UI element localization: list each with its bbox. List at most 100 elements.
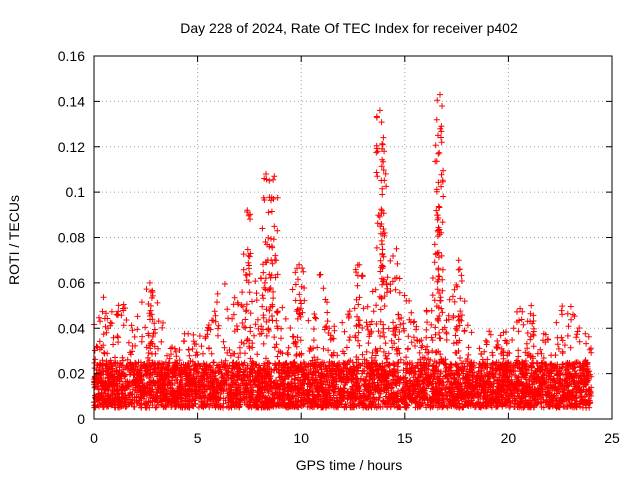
data-point (301, 372, 307, 379)
data-point (565, 387, 572, 394)
data-point (361, 356, 368, 363)
data-point (397, 356, 404, 363)
data-point (577, 364, 584, 370)
data-point (267, 398, 274, 405)
data-point (468, 369, 475, 376)
data-point (447, 389, 454, 396)
data-point (277, 373, 284, 380)
data-point (401, 399, 408, 406)
data-point (431, 297, 438, 304)
data-point (571, 360, 578, 367)
data-point (568, 390, 575, 397)
data-point (390, 360, 397, 367)
data-point (414, 393, 421, 400)
data-point (245, 403, 252, 410)
data-point (308, 382, 315, 389)
data-point (402, 404, 409, 411)
data-point (97, 318, 104, 325)
data-point (255, 325, 262, 332)
data-point (549, 402, 556, 409)
data-point (211, 308, 218, 315)
data-point (177, 373, 184, 380)
data-point (115, 396, 122, 403)
data-point (211, 376, 218, 383)
data-point (328, 360, 335, 367)
data-point (207, 385, 214, 392)
data-point (265, 388, 272, 395)
data-point (428, 334, 435, 341)
data-point (164, 382, 171, 389)
data-point (461, 328, 468, 335)
data-point (563, 360, 570, 367)
data-point (174, 392, 181, 399)
data-point (481, 365, 488, 372)
data-point (434, 395, 441, 402)
data-point (366, 395, 373, 402)
data-point (178, 361, 185, 368)
data-point (565, 323, 572, 330)
data-point (310, 369, 317, 376)
data-point (440, 382, 447, 389)
data-point (142, 389, 149, 396)
data-point (468, 388, 475, 395)
data-point (533, 359, 540, 366)
data-point (503, 388, 510, 395)
data-point (169, 374, 176, 381)
data-point (150, 330, 157, 337)
data-point (210, 317, 217, 324)
data-point (254, 351, 261, 358)
data-point (228, 369, 235, 376)
data-point (520, 369, 527, 376)
data-point (294, 315, 301, 322)
data-point (510, 325, 517, 332)
data-point (461, 363, 468, 370)
data-point (240, 340, 247, 347)
data-point (301, 380, 308, 387)
data-point (368, 354, 375, 361)
data-point (564, 332, 571, 339)
data-point (518, 316, 525, 323)
data-point (385, 391, 392, 398)
data-point (194, 351, 201, 358)
data-point (475, 368, 482, 375)
data-point (202, 363, 209, 370)
data-point (214, 290, 221, 297)
data-point (344, 376, 351, 383)
data-point (228, 375, 235, 382)
data-point (582, 330, 589, 337)
data-point (571, 397, 578, 404)
data-point (554, 334, 561, 341)
data-point (229, 315, 236, 322)
data-point (360, 305, 367, 312)
data-point (285, 351, 292, 358)
data-point (278, 335, 284, 342)
data-point (245, 259, 252, 266)
data-point (320, 389, 327, 396)
data-point (402, 374, 409, 381)
data-point (120, 357, 126, 364)
data-point (578, 393, 585, 400)
data-point (115, 334, 122, 341)
data-point (134, 326, 141, 333)
data-point (229, 365, 236, 372)
data-point (415, 389, 422, 395)
data-point (326, 325, 333, 332)
data-point (393, 379, 400, 386)
data-point (423, 326, 430, 333)
data-point (259, 292, 266, 299)
data-point (287, 325, 294, 331)
data-point (401, 393, 408, 400)
data-point (348, 404, 355, 411)
data-point (493, 361, 499, 368)
data-point (540, 330, 547, 337)
data-point (197, 384, 203, 391)
data-point (517, 305, 524, 312)
data-point (522, 364, 529, 371)
data-point (195, 379, 202, 386)
data-point (267, 375, 273, 382)
data-point (187, 386, 194, 393)
data-point (346, 337, 353, 344)
data-point (546, 393, 553, 400)
data-point (367, 402, 373, 409)
data-point (348, 394, 354, 401)
